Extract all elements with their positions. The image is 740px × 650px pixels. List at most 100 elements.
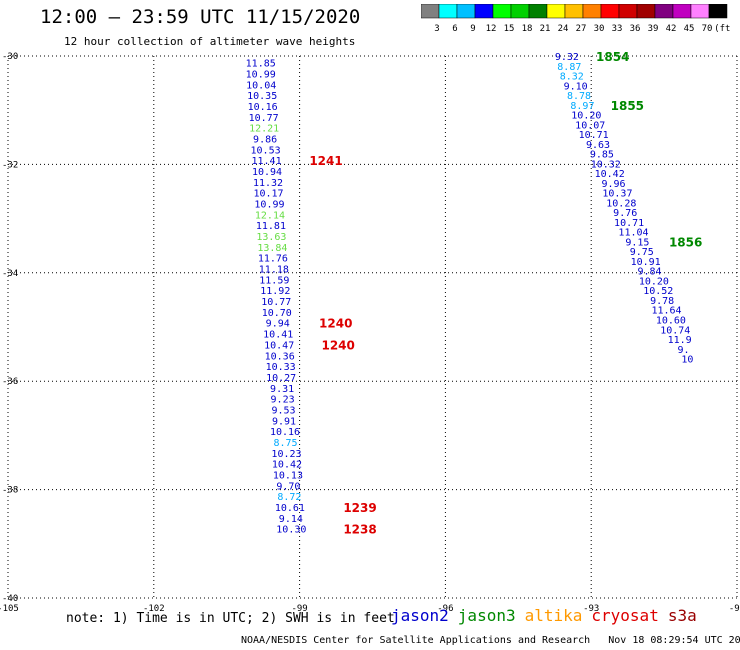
wave-height-label-jason3: 9.76 — [613, 208, 637, 219]
wave-height-label-jason2: 10.27 — [266, 373, 296, 384]
wave-height-label-jason2: 10.16 — [270, 427, 300, 438]
wave-height-label-jason3: 10.28 — [606, 198, 636, 209]
wave-height-label-jason2: 10.04 — [246, 80, 276, 91]
wave-height-label-jason3: 11.9 — [668, 335, 692, 346]
wave-height-label-jason2: 8.75 — [273, 438, 297, 449]
wave-height-label-jason2: 10.70 — [262, 308, 292, 319]
x-tick-label: -90 — [729, 604, 740, 612]
wave-height-label-jason3: 9.15 — [625, 237, 649, 248]
satellite-legend-cryosat: cryosat — [591, 606, 659, 625]
wave-height-label-jason2: 10.17 — [253, 189, 283, 200]
wave-height-label-jason2: 11.18 — [259, 265, 289, 276]
x-tick-label: -96 — [437, 604, 453, 612]
wave-height-label-jason3: 10 — [681, 355, 693, 366]
wave-height-label-jason3: 9.32 — [555, 52, 579, 63]
colorbar-label: 27 — [576, 24, 587, 34]
x-tick-label: -102 — [143, 604, 165, 612]
wave-height-label-jason3: 9.85 — [590, 150, 614, 161]
wave-height-chart: -105 -102 -99 -96 -93 -90 -30 -32 -34 -36 -38 -40 11… — [0, 50, 740, 612]
wave-height-label-jason2: 10.23 — [271, 449, 301, 460]
wave-height-label-jason2: 11.85 — [246, 59, 276, 70]
wave-height-label-jason2: 11.41 — [251, 156, 281, 167]
pass-time-label: 1240 — [319, 317, 352, 331]
wave-height-label-jason3: 10.71 — [579, 130, 609, 141]
wave-height-label-jason2: 10.77 — [249, 113, 279, 124]
wave-height-label-jason2: 8.72 — [277, 492, 301, 503]
wave-height-label-jason2: 9.94 — [266, 319, 290, 330]
page-title: 12:00 – 23:59 UTC 11/15/2020 — [40, 6, 361, 28]
wave-height-label-jason3: 10.91 — [631, 257, 661, 268]
colorbar-label: 3 — [434, 24, 439, 34]
wave-height-label-jason2: 10.30 — [276, 525, 306, 536]
y-tick-label: -30 — [2, 52, 18, 62]
wave-height-label-jason2: 9.31 — [270, 384, 294, 395]
wave-height-label-jason2: 11.81 — [256, 221, 286, 232]
wave-height-label-jason2: 9.23 — [271, 395, 295, 406]
wave-height-label-jason2: 10.77 — [261, 297, 291, 308]
pass-time-label: 1855 — [611, 99, 644, 113]
x-tick-label: -99 — [291, 604, 307, 612]
wave-height-label-jason2: 11.32 — [253, 178, 283, 189]
colorbar-label: 9 — [470, 24, 475, 34]
wave-height-label-jason2: 10.99 — [246, 69, 276, 80]
wave-height-label-jason3: 10.32 — [591, 159, 621, 170]
wave-height-label-jason3: 8.87 — [557, 62, 581, 73]
wave-height-label-jason3: 10.37 — [602, 189, 632, 200]
satellite-legend-jason3: jason3 — [457, 606, 516, 625]
wave-height-label-jason3: 8.32 — [560, 72, 584, 83]
colorbar-label: 33 — [612, 24, 623, 34]
x-tick-label: -93 — [583, 604, 599, 612]
wave-height-label-jason2: 13.63 — [256, 232, 286, 243]
x-tick-label: -105 — [0, 604, 19, 612]
wave-height-label-jason3: 10.07 — [575, 120, 605, 131]
colorbar-swatch — [708, 4, 728, 19]
colorbar-label: 42 — [666, 24, 677, 34]
wave-height-label-jason2: 10.61 — [275, 503, 305, 514]
colorbar-label: 36 — [630, 24, 641, 34]
colorbar-label: 45 — [684, 24, 695, 34]
y-tick-label: -38 — [2, 486, 18, 496]
wave-height-label-jason3: 10.52 — [643, 286, 673, 297]
y-tick-label: -36 — [2, 377, 18, 387]
wave-height-label-jason2: 10.36 — [265, 351, 295, 362]
pass-time-label: 1239 — [343, 501, 376, 515]
wave-height-label-jason2: 11.59 — [259, 275, 289, 286]
footer-credit: NOAA/NESDIS Center for Satellite Applica… — [241, 635, 740, 646]
wave-height-label-jason3: 10.60 — [656, 315, 686, 326]
wave-height-label-jason3: 10.20 — [571, 111, 601, 122]
wave-height-label-jason3: 9.10 — [564, 81, 588, 92]
wave-height-label-jason2: 9.53 — [272, 405, 296, 416]
wave-height-label-jason3: 9.96 — [602, 179, 626, 190]
satellite-legend: jason2 jason3 altika cryosat s3a — [391, 606, 706, 625]
y-tick-label: -40 — [2, 594, 18, 604]
colorbar-label: 6 — [452, 24, 457, 34]
wave-height-label-jason2: 10.42 — [272, 460, 302, 471]
wave-height-label-jason3: 9.78 — [650, 296, 674, 307]
wave-height-label-jason2: 10.33 — [266, 362, 296, 373]
wave-height-label-jason2: 9.14 — [279, 514, 303, 525]
wave-height-label-jason3: 9.84 — [637, 267, 661, 278]
wave-height-label-jason2: 10.13 — [273, 471, 303, 482]
wave-height-label-jason3: 9.75 — [630, 247, 654, 258]
wave-height-label-jason3: 11.04 — [618, 228, 648, 239]
colorbar-label: 39 — [648, 24, 659, 34]
satellite-legend-altika: altika — [524, 606, 583, 625]
wave-height-label-jason2: 11.76 — [258, 254, 288, 265]
pass-time-label: 1854 — [596, 50, 629, 64]
wave-height-label-jason3: 9.63 — [586, 140, 610, 151]
wave-height-label-jason2: 10.94 — [252, 167, 282, 178]
wave-height-label-jason2: 10.99 — [254, 200, 284, 211]
wave-height-label-jason2: 9.86 — [253, 134, 277, 145]
colorbar-label: 15 — [504, 24, 515, 34]
wave-height-label-jason3: 8.78 — [567, 91, 591, 102]
y-tick-label: -34 — [2, 269, 18, 279]
wave-height-label-jason2: 9.70 — [276, 481, 300, 492]
colorbar-label: 30 — [594, 24, 605, 34]
pass-time-label: 1241 — [309, 154, 342, 168]
colorbar-label: (ft) — [714, 24, 731, 34]
wave-height-label-jason2: 10.53 — [251, 145, 281, 156]
wave-height-label-jason2: 10.41 — [263, 330, 293, 341]
wave-height-label-jason2: 12.21 — [249, 124, 279, 135]
wave-height-label-jason3: 11.64 — [651, 306, 681, 317]
wave-height-label-jason3: 10.42 — [595, 169, 625, 180]
